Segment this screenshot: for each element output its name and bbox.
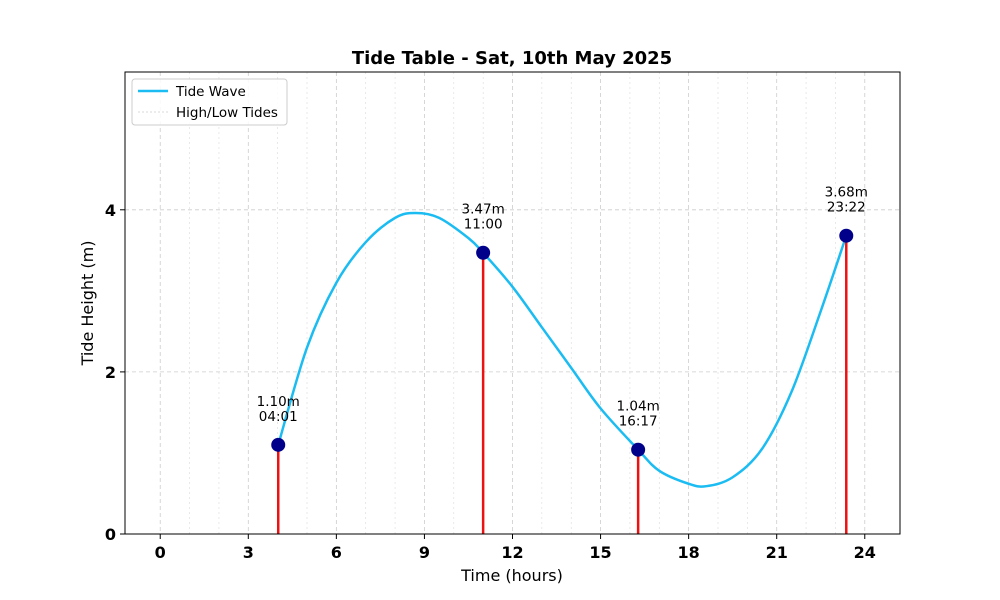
- x-tick-label: 18: [678, 543, 700, 562]
- x-tick-label: 0: [155, 543, 166, 562]
- y-tick-label: 4: [105, 201, 116, 220]
- x-tick-label: 6: [331, 543, 342, 562]
- wave-layer: [277, 211, 848, 488]
- tide-marker-0: [271, 437, 286, 452]
- tide-value-label-3: 3.68m: [825, 185, 868, 201]
- tide-time-label-2: 16:17: [619, 414, 658, 430]
- tide-value-label-2: 1.04m: [617, 399, 660, 415]
- tide-marker-1: [476, 245, 491, 260]
- tide-value-label-1: 3.47m: [462, 202, 505, 218]
- legend-box: [131, 78, 288, 126]
- tide-marker-3: [839, 228, 854, 243]
- chart-title: Tide Table - Sat, 10th May 2025: [352, 48, 672, 69]
- y-tick-label: 2: [105, 363, 116, 382]
- x-tick-label: 21: [766, 543, 788, 562]
- x-tick-label: 15: [589, 543, 611, 562]
- grid-layer: [125, 72, 900, 534]
- tide-wave-line: [277, 211, 848, 488]
- x-tick-label: 24: [854, 543, 876, 562]
- tide-marker-2: [631, 442, 646, 457]
- marker-layer: [271, 228, 854, 457]
- tide-value-label-0: 1.10m: [257, 394, 300, 410]
- y-tick-label: 0: [105, 525, 116, 544]
- y-axis-label: Tide Height (m): [78, 241, 97, 367]
- x-tick-label: 3: [243, 543, 254, 562]
- x-tick-label: 9: [419, 543, 430, 562]
- legend-label-tide-wave: Tide Wave: [175, 84, 246, 100]
- tide-time-label-0: 04:01: [259, 409, 298, 425]
- legend: Tide Wave High/Low Tides: [131, 78, 288, 126]
- x-axis-label: Time (hours): [460, 566, 563, 585]
- x-tick-label: 12: [501, 543, 523, 562]
- stem-layer: [276, 235, 848, 534]
- tide-time-label-1: 11:00: [464, 217, 503, 233]
- legend-label-high-low-tides: High/Low Tides: [176, 105, 278, 121]
- tide-time-label-3: 23:22: [827, 200, 866, 216]
